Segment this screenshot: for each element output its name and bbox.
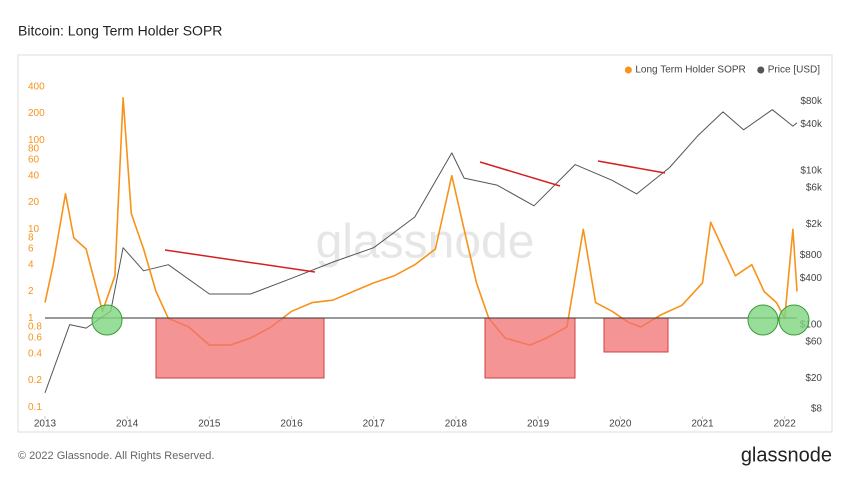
y2-tick-label: $2k — [806, 219, 823, 230]
y-tick-label: 8 — [28, 233, 34, 244]
highlight-zone — [155, 317, 325, 379]
y2-tick-label: $100 — [800, 319, 823, 330]
trend-line — [597, 160, 666, 174]
trend-line — [164, 249, 316, 273]
x-tick-label: 2013 — [34, 419, 57, 430]
trend-line — [479, 161, 561, 187]
legend-label: Long Term Holder SOPR — [635, 65, 745, 76]
y2-tick-label: $10k — [800, 165, 823, 176]
x-tick-label: 2015 — [198, 419, 221, 430]
highlight-zone — [484, 317, 576, 379]
highlight-zone — [603, 317, 669, 353]
y-tick-label: 20 — [28, 197, 40, 208]
y-tick-label: 0.6 — [28, 333, 42, 344]
y-tick-label: 40 — [28, 170, 40, 181]
x-tick-label: 2016 — [280, 419, 303, 430]
series-line — [44, 97, 798, 346]
y-tick-label: 0.1 — [28, 402, 42, 413]
y-tick-label: 80 — [28, 144, 40, 155]
y2-tick-label: $400 — [800, 273, 823, 284]
series-line — [44, 109, 798, 393]
y-tick-label: 0.4 — [28, 348, 42, 359]
x-tick-label: 2019 — [527, 419, 550, 430]
x-tick-label: 2017 — [363, 419, 386, 430]
y-tick-label: 100 — [28, 135, 45, 146]
x-tick-label: 2021 — [691, 419, 714, 430]
y-tick-label: 1 — [28, 313, 34, 324]
y-tick-label: 6 — [28, 244, 34, 255]
y-tick-label: 10 — [28, 224, 40, 235]
y-tick-label: 60 — [28, 155, 40, 166]
chart-frame — [17, 54, 833, 433]
y-tick-label: 2 — [28, 286, 34, 297]
y2-tick-label: $20 — [805, 373, 822, 384]
y-tick-label: 400 — [28, 81, 45, 92]
legend-marker — [757, 66, 765, 74]
x-tick-label: 2014 — [116, 419, 139, 430]
footer: © 2022 Glassnode. All Rights Reserved. — [18, 450, 214, 462]
highlight-circle — [778, 304, 810, 336]
y-tick-label: 4 — [28, 259, 34, 270]
x-tick-label: 2022 — [774, 419, 797, 430]
legend: Price [USD] Long Term Holder SOPR — [624, 65, 820, 76]
x-tick-label: 2018 — [445, 419, 468, 430]
legend-marker — [624, 66, 632, 74]
chart-title: Bitcoin: Long Term Holder SOPR — [18, 23, 222, 39]
y2-tick-label: $800 — [800, 250, 823, 261]
highlight-circle — [747, 304, 779, 336]
x-tick-label: 2020 — [609, 419, 632, 430]
y2-tick-label: $6k — [806, 182, 823, 193]
watermark: glassnode — [316, 216, 535, 269]
highlight-circle — [91, 304, 123, 336]
y2-tick-label: $60 — [805, 336, 822, 347]
brand-logo: glassnode — [741, 444, 832, 466]
legend-label: Price [USD] — [768, 65, 820, 76]
y-tick-label: 0.8 — [28, 322, 42, 333]
y-tick-label: 0.2 — [28, 375, 42, 386]
y2-tick-label: $8 — [811, 404, 823, 415]
y2-tick-label: $40k — [800, 119, 823, 130]
y2-tick-label: $80k — [800, 96, 823, 107]
y-tick-label: 200 — [28, 108, 45, 119]
